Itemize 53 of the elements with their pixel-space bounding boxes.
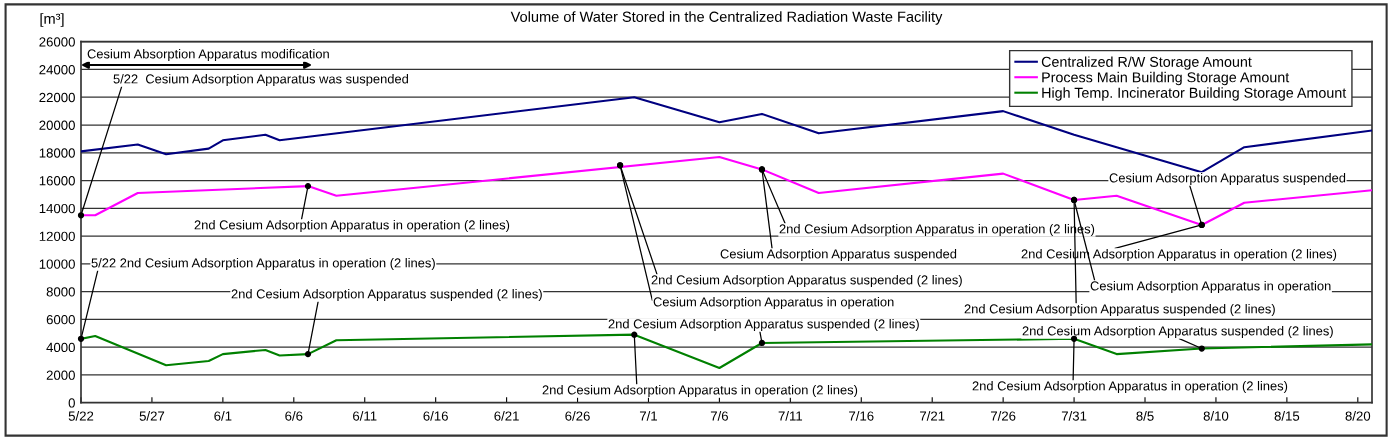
chart-title: Volume of Water Stored in the Centralized Radiation Waste Facility (510, 11, 943, 25)
annotation: Cesium Absorption Apparatus modification (87, 48, 329, 62)
x-tick-label: 7/21 (920, 411, 945, 421)
y-axis-title: [m³] (40, 13, 64, 27)
legend-label: Process Main Building Storage Amount (1042, 71, 1290, 86)
annotation: 2nd Cesium Adsorption Apparatus in operation (2 lines) (972, 380, 1288, 394)
x-tick-label: 8/10 (1203, 411, 1229, 421)
y-tick-label: 18000 (39, 148, 75, 158)
x-tick-label: 6/21 (494, 411, 519, 421)
x-tick-label: 7/11 (778, 411, 803, 421)
y-tick-label: 22000 (39, 92, 75, 103)
x-tick-label: 7/31 (1061, 411, 1087, 421)
annotation: 5/22 2nd Cesium Adsorption Apparatus in operation (2 lines) (91, 257, 435, 271)
x-tick-label: 7/1 (639, 411, 657, 421)
y-tick-label: 20000 (39, 120, 75, 130)
y-tick-label: 8000 (46, 287, 75, 297)
annotation: 5/22 Cesium Adsorption Apparatus was suspended (113, 73, 409, 87)
legend-label: High Temp. Incinerator Building Storage Amount (1042, 87, 1347, 101)
x-tick-label: 7/16 (849, 411, 874, 421)
x-tick-label: 5/22 (68, 411, 94, 421)
annotation: 2nd Cesium Adsorption Apparatus in operation (2 lines) (194, 219, 510, 233)
y-tick-label: 4000 (46, 342, 75, 353)
x-tick-label: 6/11 (353, 411, 377, 421)
y-tick-label: 6000 (46, 314, 75, 325)
annotation: 2nd Cesium Adsorption Apparatus suspended (2 lines) (231, 288, 542, 302)
annotation: Cesium Adsorption Apparatus in operation (1090, 280, 1331, 294)
y-tick-label: 10000 (39, 259, 75, 269)
x-tick-label: 6/6 (285, 411, 303, 421)
annotation: 2nd Cesium Adsorption Apparatus suspended (2 lines) (1022, 325, 1333, 339)
y-tick-label: 16000 (39, 176, 75, 186)
x-tick-label: 8/5 (1136, 411, 1154, 421)
annotation: Cesium Adsorption Apparatus suspended (720, 248, 957, 262)
y-tick-label: 0 (68, 398, 75, 408)
x-tick-label: 6/26 (565, 411, 590, 421)
y-tick-label: 26000 (39, 37, 75, 47)
annotation: 2nd Cesium Adsorption Apparatus suspended (2 lines) (651, 274, 962, 288)
annotation: Cesium Adsorption Apparatus in operation (653, 296, 894, 310)
annotation: 2nd Cesium Adsorption Apparatus suspended (2 lines) (608, 318, 919, 332)
x-tick-label: 7/26 (990, 411, 1016, 421)
x-tick-label: 6/1 (214, 411, 232, 421)
x-tick-label: 8/20 (1345, 411, 1371, 421)
annotation: 2nd Cesium Adsorption Apparatus in operation (2 lines) (542, 384, 858, 398)
y-tick-label: 14000 (39, 203, 75, 214)
x-tick-label: 6/16 (423, 411, 448, 421)
x-tick-label: 8/15 (1274, 411, 1300, 421)
y-tick-label: 2000 (46, 370, 75, 380)
y-tick-label: 24000 (39, 65, 75, 75)
legend-label: Centralized R/W Storage Amount (1041, 56, 1252, 70)
annotation: Cesium Adsorption Apparatus suspended (1109, 172, 1346, 186)
x-tick-label: 5/27 (139, 411, 165, 421)
annotation: 2nd Cesium Adsorption Apparatus suspended (2 lines) (964, 303, 1275, 317)
x-tick-label: 7/6 (710, 411, 728, 421)
y-tick-label: 12000 (39, 231, 75, 241)
